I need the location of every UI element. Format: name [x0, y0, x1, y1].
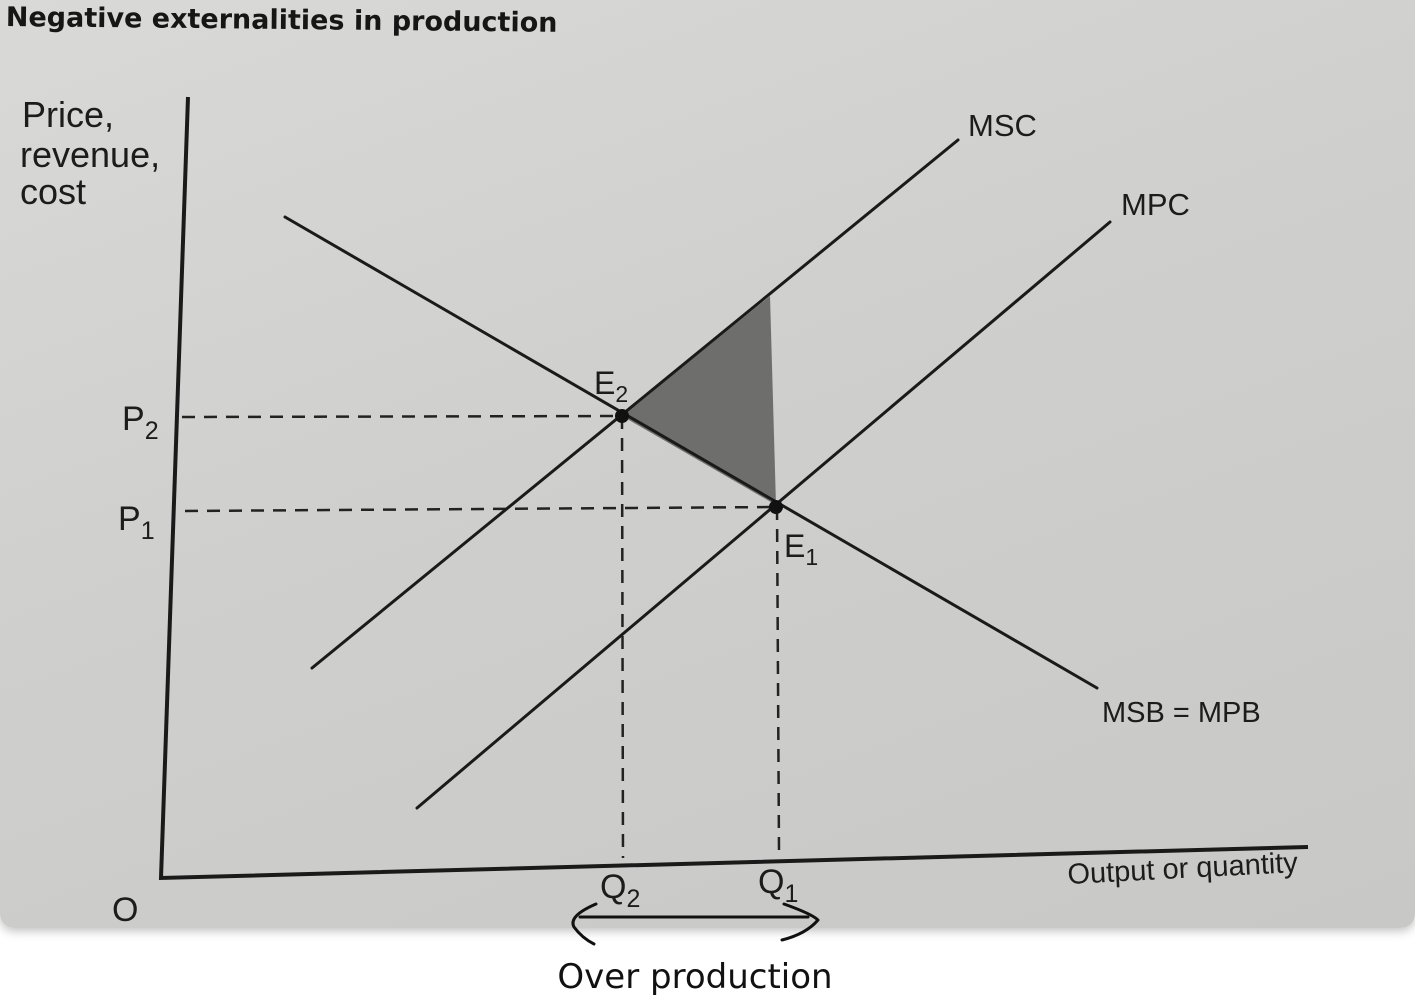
q1-label: Q1	[758, 863, 798, 908]
axes	[158, 96, 1309, 881]
p1-label: P1	[118, 500, 155, 545]
msc-label: MSC	[968, 108, 1037, 143]
over-production-caption: Over production	[557, 957, 833, 997]
diagram-photo: Negative externalities in production Pri…	[0, 0, 1415, 928]
e2-point	[615, 409, 629, 423]
msb-mpb-label: MSB = MPB	[1102, 697, 1261, 729]
e1-label: E1	[784, 528, 818, 570]
mpc-label: MPC	[1121, 187, 1190, 222]
mpc-curve	[415, 220, 1112, 810]
p1-guide-line	[184, 505, 777, 513]
p2-guide-line	[181, 414, 623, 419]
origin-label: O	[112, 891, 138, 928]
q1-guide-line	[775, 506, 781, 853]
externality-diagram: Price, revenue, cost Output or quantity …	[20, 94, 1309, 928]
msb-mpb-curve	[283, 215, 1099, 690]
e2-label: E2	[594, 365, 628, 407]
q2-guide-line	[620, 415, 625, 859]
q2-label: Q2	[600, 868, 640, 913]
y-axis-label: Price, revenue, cost	[20, 94, 170, 212]
e1-point	[769, 500, 783, 514]
msc-curve	[310, 138, 960, 670]
welfare-loss-area	[622, 296, 776, 505]
p2-label: P2	[122, 400, 159, 445]
